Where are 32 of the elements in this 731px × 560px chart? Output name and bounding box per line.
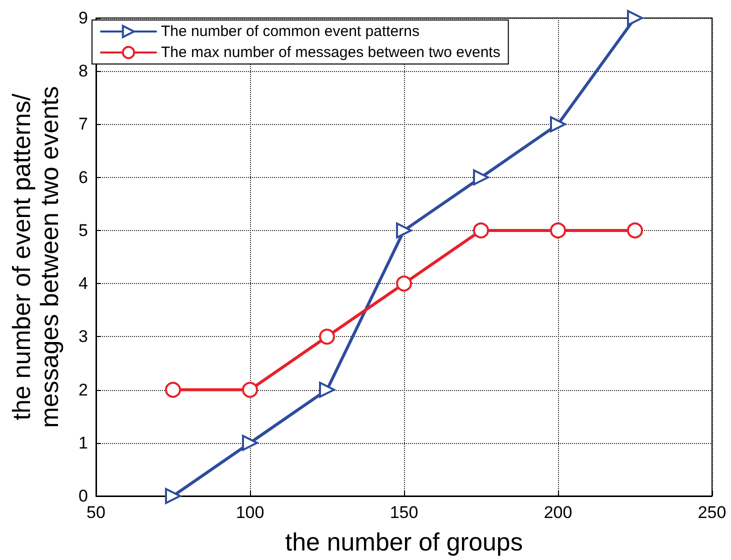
x-tick-label: 50 [86, 503, 106, 522]
x-tick-label: 200 [544, 503, 572, 522]
x-axis-title: the number of groups [285, 528, 523, 556]
x-tick-label: 150 [390, 503, 418, 522]
point [396, 222, 412, 238]
point [319, 382, 335, 398]
point [319, 328, 335, 345]
point [242, 434, 258, 451]
y-tick-label: 0 [78, 486, 88, 506]
y-tick-label: 6 [78, 168, 88, 187]
point [242, 382, 258, 398]
y-tick-label: 3 [78, 327, 88, 346]
y-tick-label: 1 [78, 433, 88, 452]
point [550, 116, 566, 132]
y-tick-label: 7 [78, 114, 88, 134]
y-tick-label: 5 [78, 220, 88, 240]
point [627, 10, 643, 26]
point [627, 222, 643, 238]
legend-label: The max number of messages between two events [161, 44, 500, 61]
y-tick-label: 8 [78, 62, 88, 81]
y-axis-title: the number of event patterns/ messages between two events [8, 86, 64, 428]
point [550, 222, 566, 238]
y-tick-label: 2 [78, 380, 88, 400]
point [473, 222, 489, 238]
y-tick-label: 4 [78, 274, 88, 294]
y-tick-label: 9 [78, 8, 88, 28]
x-tick-label: 100 [236, 503, 264, 522]
legend-label: The number of common event patterns [161, 23, 420, 40]
point [165, 382, 181, 398]
point [396, 276, 412, 292]
point [473, 169, 489, 186]
x-tick-label: 250 [698, 503, 726, 522]
